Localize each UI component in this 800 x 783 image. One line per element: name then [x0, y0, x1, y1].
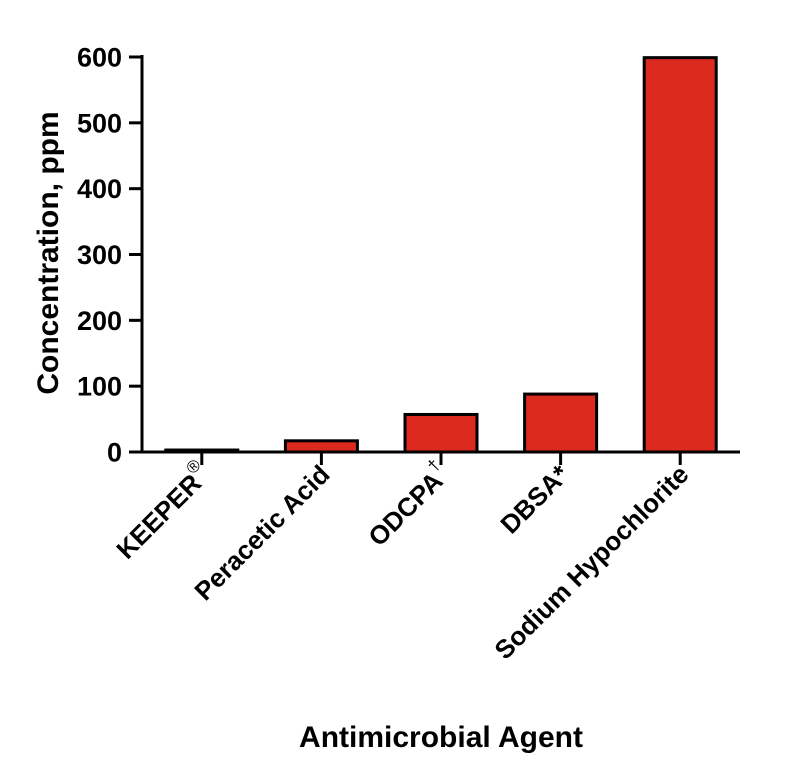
category-name: Sodium Hypochlorite [488, 459, 694, 665]
x-tick-label: ODCPA† [359, 455, 455, 551]
x-axis-title: Antimicrobial Agent [299, 721, 583, 754]
y-tick-label: 600 [77, 43, 122, 73]
x-tick-label: Sodium Hypochlorite [488, 459, 694, 665]
y-tick-label: 100 [77, 372, 122, 402]
category-name: ODCPA [362, 466, 448, 552]
y-tick-label: 200 [77, 306, 122, 336]
y-tick-label: 300 [77, 240, 122, 270]
y-tick-label: 400 [77, 174, 122, 204]
x-tick-label: Peracetic Acid [188, 459, 335, 606]
y-tick-label: 500 [77, 108, 122, 138]
category-name: DBSA* [494, 458, 575, 539]
y-axis-title: Concentration, ppm [32, 111, 65, 394]
x-tick-label: KEEPER® [107, 455, 217, 565]
x-axis: KEEPER®Peracetic Acid ODCPA† DBSA*Sodium H… [107, 450, 740, 665]
category-name: Peracetic Acid [188, 459, 335, 606]
bar [642, 56, 718, 454]
bar [523, 392, 599, 454]
y-axis: 0 100 200 300 400 500 600 [77, 43, 144, 468]
x-tick-label: DBSA* [494, 458, 575, 539]
y-tick-label: 0 [107, 438, 122, 468]
bar [403, 412, 479, 454]
category-name: KEEPER [110, 468, 207, 565]
bar [283, 439, 359, 454]
bar-series [164, 56, 718, 454]
